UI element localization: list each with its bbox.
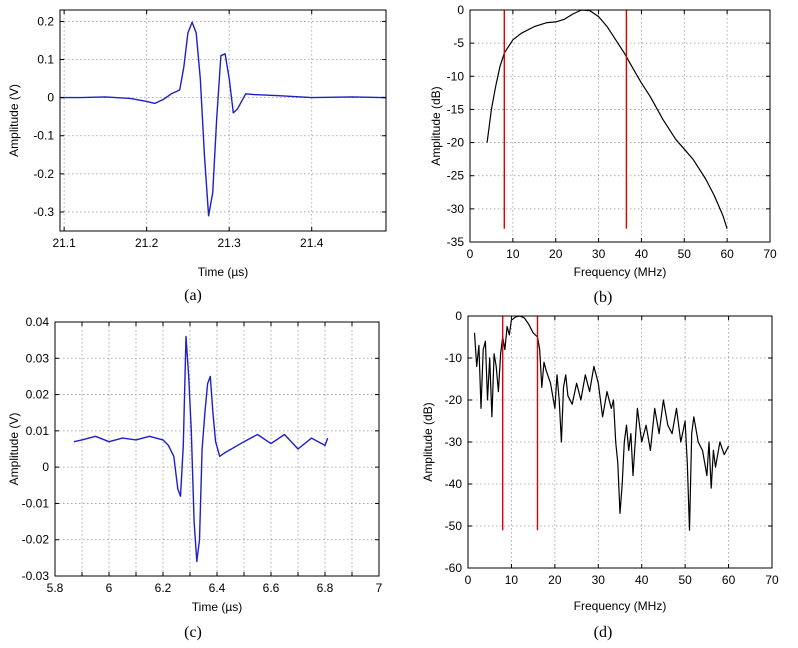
y-tick-label: -0.03 [22, 569, 50, 583]
x-axis-label: Frequency (MHz) [574, 265, 667, 279]
y-tick-label: -50 [445, 519, 463, 533]
y-tick-label: -30 [445, 435, 463, 449]
panel-b: 0 10 20 30 40 50 60 70 -35 -30 -25 -20 -15 -10 -5 0 Freq… [429, 3, 777, 306]
y-tick-label: -0.3 [33, 205, 54, 219]
x-tick-label: 30 [592, 247, 606, 261]
x-tick-label: 0 [465, 573, 472, 587]
y-tick-label: -0.2 [33, 167, 54, 181]
x-tick-label: 21.2 [135, 236, 159, 250]
y-tick-label: -0.01 [22, 496, 50, 510]
plot-frame [469, 9, 771, 243]
plot-frame [59, 9, 387, 232]
x-axis-label: Frequency (MHz) [574, 599, 667, 613]
panel-caption: (c) [184, 624, 202, 641]
x-tick-label: 10 [505, 573, 519, 587]
x-tick-label: 50 [678, 247, 692, 261]
y-axis-label: Amplitude (dB) [429, 86, 443, 165]
x-tick-label: 5.8 [47, 581, 64, 595]
y-axis-label: Amplitude (V) [7, 84, 21, 157]
y-tick-label: -35 [447, 235, 465, 249]
y-tick-label: -0.02 [22, 533, 50, 547]
y-tick-label: -40 [445, 477, 463, 491]
y-tick-label: -5 [453, 36, 464, 50]
y-tick-label: 0 [455, 309, 462, 323]
y-tick-label: -30 [447, 202, 465, 216]
x-tick-label: 30 [592, 573, 606, 587]
y-tick-label: -15 [447, 102, 465, 116]
x-tick-label: 40 [635, 247, 649, 261]
panel-caption: (d) [594, 624, 613, 641]
x-tick-label: 6.6 [263, 581, 280, 595]
y-tick-label: 0 [42, 460, 49, 474]
x-tick-label: 60 [722, 573, 736, 587]
x-tick-label: 21.1 [52, 236, 76, 250]
x-tick-label: 6.8 [317, 581, 334, 595]
x-tick-label: 40 [635, 573, 649, 587]
x-axis-label: Time (µs) [198, 265, 248, 279]
y-tick-label: 0 [457, 3, 464, 17]
y-tick-label: 0.04 [26, 315, 50, 329]
panel-d: 0 10 20 30 40 50 60 70 -60 -50 -40 -30 -20 -10 0 Freque… [421, 309, 779, 641]
x-tick-label: 21.3 [218, 236, 242, 250]
x-axis-label: Time (µs) [192, 600, 242, 614]
y-tick-label: -20 [447, 136, 465, 150]
x-tick-label: 7 [376, 581, 383, 595]
y-axis-label: Amplitude (dB) [421, 402, 435, 481]
y-tick-label: -20 [445, 393, 463, 407]
y-axis-label: Amplitude (V) [7, 413, 21, 486]
x-tick-label: 20 [548, 573, 562, 587]
x-tick-label: 6.2 [155, 581, 172, 595]
x-tick-label: 20 [549, 247, 563, 261]
series-waveform [73, 335, 329, 563]
panel-caption: (a) [184, 287, 202, 304]
x-tick-label: 21.4 [300, 236, 324, 250]
series-spectrum [486, 9, 728, 229]
y-tick-label: 0.02 [26, 388, 50, 402]
x-tick-label: 70 [765, 573, 779, 587]
series-spectrum [473, 315, 730, 531]
x-tick-label: 6.4 [209, 581, 226, 595]
y-tick-label: 0.01 [26, 424, 50, 438]
x-tick-label: 6 [106, 581, 113, 595]
x-tick-label: 60 [720, 247, 734, 261]
series-waveform [60, 21, 387, 217]
y-tick-label: 0 [47, 91, 54, 105]
y-tick-label: 0.2 [37, 14, 54, 28]
y-tick-label: -60 [445, 561, 463, 575]
panel-a: 21.1 21.2 21.3 21.4 -0.3 -0.2 -0.1 0 0.1 0.2 Time … [7, 9, 387, 304]
x-tick-label: 10 [506, 247, 520, 261]
x-tick-label: 50 [678, 573, 692, 587]
y-tick-label: -10 [447, 69, 465, 83]
y-tick-label: 0.03 [26, 351, 50, 365]
x-tick-label: 0 [467, 247, 474, 261]
y-tick-label: -0.1 [33, 129, 54, 143]
y-tick-label: 0.1 [37, 53, 54, 67]
y-tick-label: -10 [445, 351, 463, 365]
x-tick-label: 70 [763, 247, 777, 261]
panel-c: 5.8 6 6.2 6.4 6.6 6.8 7 -0.03 -0.02 -0.01 0 0.01 0.0… [7, 315, 383, 641]
panel-caption: (b) [594, 289, 613, 306]
y-tick-label: -25 [447, 169, 465, 183]
